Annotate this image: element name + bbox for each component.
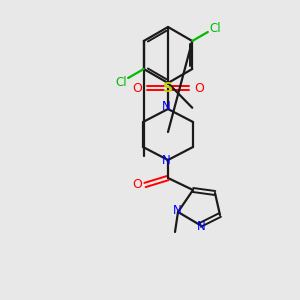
Text: O: O xyxy=(132,178,142,191)
Text: N: N xyxy=(196,220,206,233)
Text: O: O xyxy=(194,82,204,94)
Text: Cl: Cl xyxy=(209,22,220,34)
Text: N: N xyxy=(162,154,170,167)
Text: Cl: Cl xyxy=(116,76,127,88)
Text: N: N xyxy=(172,205,182,218)
Text: N: N xyxy=(162,100,170,113)
Text: O: O xyxy=(132,82,142,94)
Text: S: S xyxy=(163,81,173,95)
